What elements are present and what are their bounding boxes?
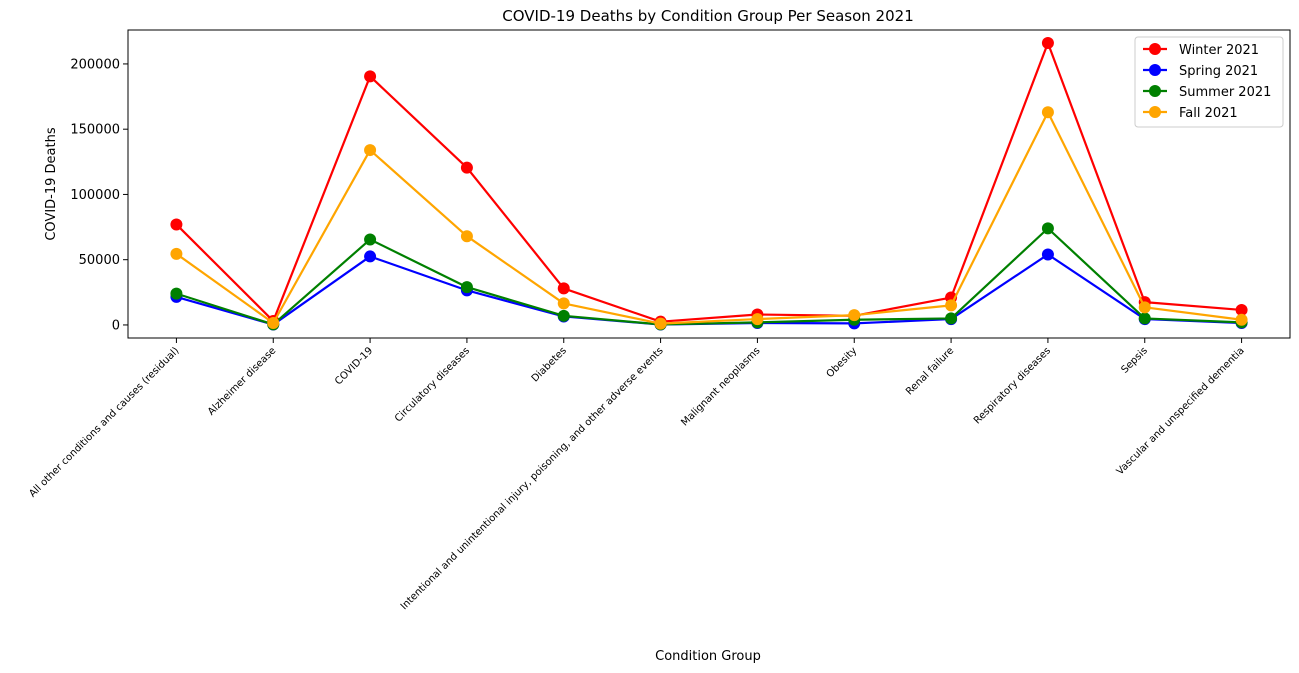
x-tick-label: Renal failure (904, 345, 956, 397)
x-tick-label: Malignant neoplasms (679, 345, 762, 428)
chart-title: COVID-19 Deaths by Condition Group Per S… (502, 7, 913, 25)
data-point (1041, 248, 1054, 261)
data-point (945, 312, 958, 325)
data-point (170, 218, 183, 231)
data-point (460, 281, 473, 294)
legend-swatch-marker (1149, 85, 1161, 97)
data-point (267, 316, 280, 329)
x-axis-label: Condition Group (655, 649, 761, 664)
legend-label: Summer 2021 (1179, 85, 1271, 100)
y-tick-label: 150000 (70, 123, 120, 138)
legend-label: Fall 2021 (1179, 106, 1238, 121)
series-line-summer-2021 (176, 227, 1242, 326)
data-point (170, 247, 183, 260)
x-tick-label: Obesity (825, 345, 860, 380)
data-point (1041, 37, 1054, 50)
y-tick-label: 0 (112, 318, 120, 333)
data-point (364, 144, 377, 157)
legend-swatch-marker (1149, 106, 1161, 118)
plot-area: 0 50000 100000 150000 200000 All other condit… (27, 29, 1291, 612)
data-point (1235, 313, 1248, 326)
data-point (170, 287, 183, 300)
x-tick-label: Alzheimer disease (206, 345, 278, 417)
x-tick-label: All other conditions and causes (residua… (27, 345, 181, 499)
axes-frame (127, 29, 1291, 339)
data-point (1235, 303, 1248, 316)
data-point (1041, 222, 1054, 235)
series-line-fall-2021 (175, 111, 1242, 325)
data-point (460, 161, 473, 174)
data-point (1138, 312, 1151, 325)
x-tick-label: Sepsis (1119, 345, 1149, 375)
y-axis-label: COVID-19 Deaths (44, 127, 59, 240)
x-tick-label: Respiratory diseases (972, 345, 1053, 426)
legend-swatch-marker (1149, 43, 1161, 55)
y-tick-label: 200000 (70, 57, 120, 72)
data-point (848, 309, 861, 322)
legend-label: Spring 2021 (1179, 64, 1258, 79)
legend-box (1134, 36, 1284, 128)
data-point (557, 282, 570, 295)
data-point (1041, 106, 1054, 119)
data-point (364, 70, 377, 83)
y-tick-label: 100000 (70, 188, 120, 203)
series-line-spring-2021 (176, 253, 1242, 326)
x-tick-label: Diabetes (530, 345, 569, 384)
data-point (364, 250, 377, 263)
legend-label: Winter 2021 (1179, 43, 1259, 58)
data-point (557, 297, 570, 310)
data-point (364, 233, 377, 246)
data-point (460, 230, 473, 243)
data-point (751, 313, 764, 326)
data-point (557, 309, 570, 322)
data-point (1138, 301, 1151, 314)
legend: Winter 2021 Spring 2021 Summer 2021 Fall 20… (1134, 36, 1284, 128)
data-point (654, 317, 667, 330)
x-tick-label: COVID-19 (333, 345, 375, 387)
series-line-winter-2021 (175, 41, 1242, 323)
x-tick-label: Circulatory diseases (393, 345, 472, 424)
y-tick-label: 50000 (79, 253, 120, 268)
data-point (945, 299, 958, 312)
legend-swatch-marker (1149, 64, 1161, 76)
